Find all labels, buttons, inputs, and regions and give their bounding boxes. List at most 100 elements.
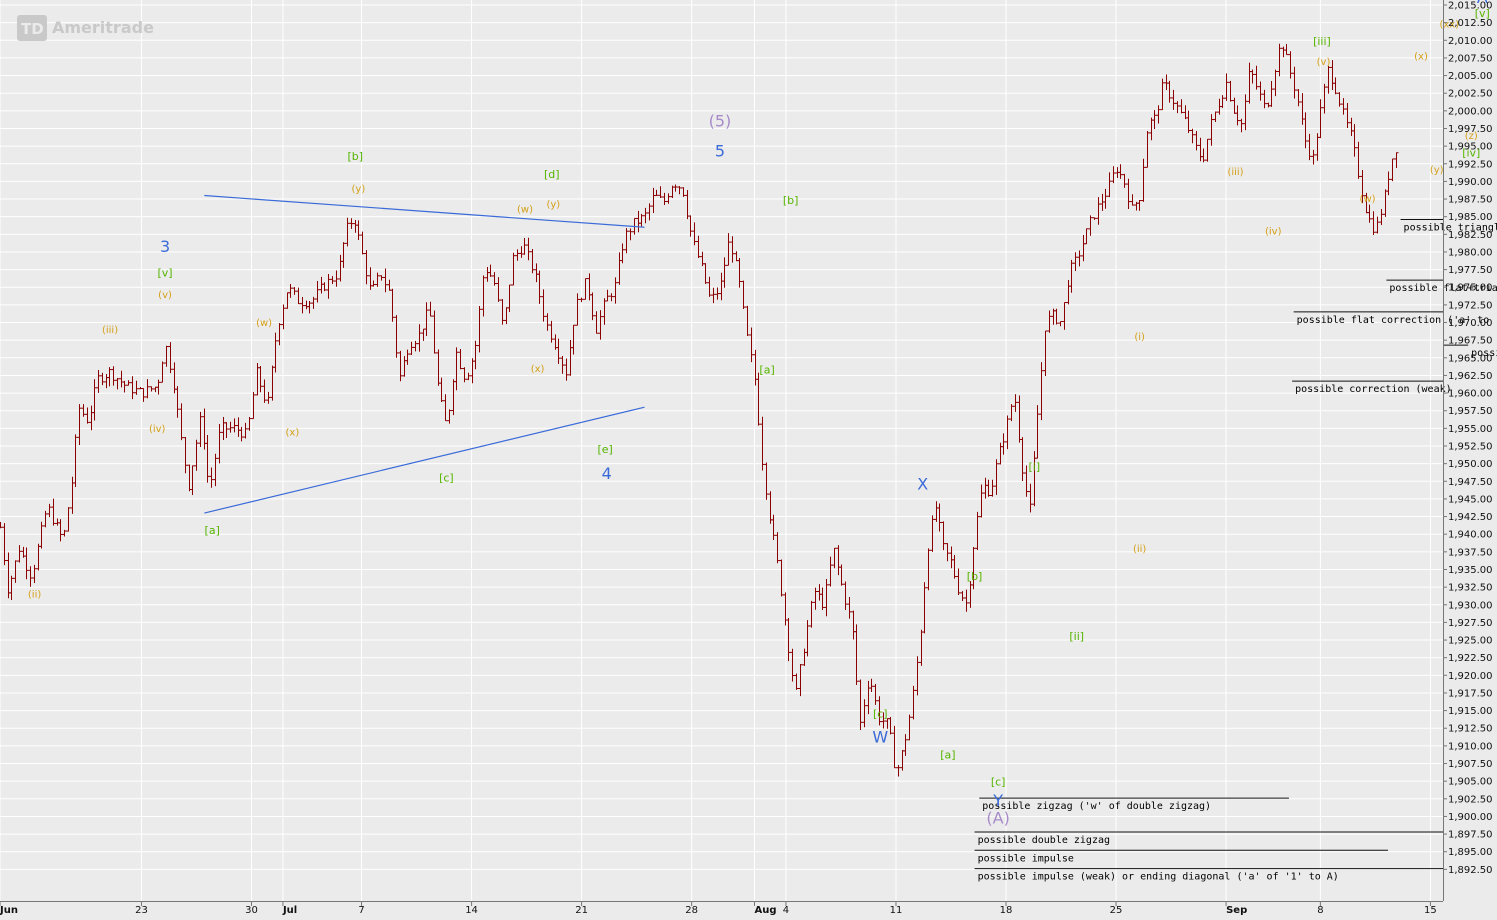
td-logo-text: TD [21,20,44,38]
y-tick-label: 1,992.50 [1448,159,1493,170]
y-tick-label: 1,907.50 [1448,759,1493,770]
y-tick-label: 1,947.50 [1448,477,1493,488]
wave-label: [c] [991,775,1006,788]
scenario-label: possible impulse [978,853,1074,864]
y-tick-label: 1,902.50 [1448,794,1493,805]
y-tick-label: 1,895.00 [1448,847,1493,858]
y-tick-label: 1,950.00 [1448,459,1493,470]
y-tick-label: 1,920.00 [1448,671,1493,682]
y-tick-label: 1,927.50 [1448,618,1493,629]
wave-label: [c] [439,471,454,484]
y-tick-label: 1,967.50 [1448,336,1493,347]
x-tick-label: Jul [282,905,297,916]
wave-label: [v] [1475,7,1490,20]
y-tick-label: 1,905.00 [1448,777,1493,788]
y-tick-label: 1,980.00 [1448,247,1493,258]
wave-label: (y) [1430,165,1444,176]
wave-label: [iii] [1313,35,1331,48]
y-tick-label: 1,962.50 [1448,371,1493,382]
y-tick-label: 2,000.00 [1448,106,1493,117]
wave-label: [c] [873,708,888,721]
x-tick-label: 4 [783,905,789,916]
brand-name: Ameritrade [52,18,154,37]
x-tick-label: 8 [1317,905,1323,916]
wave-label: (x) [286,427,300,438]
wave-label: [b] [967,570,983,583]
scenario-lines: possible zigzag ('w' of double zigzag) po… [974,219,1497,883]
y-tick-label: 1,915.00 [1448,706,1493,717]
wave-label: [i] [1028,461,1040,474]
wave-label: (w) [1360,194,1376,205]
y-tick-label: 1,910.00 [1448,741,1493,752]
wave-label: (iii) [1227,167,1243,178]
wave-label: (A) [986,808,1009,827]
y-tick-label: 2,012.50 [1448,18,1493,29]
wave-labels: (ii) (iii) (iv) (v) [v] 3 [a] (w) (x) (y) [b] [c] (x… [28,0,1490,827]
triangle-trendline [204,194,645,228]
wave-label: [a] [940,749,955,762]
wave-label: (z) [1465,131,1478,142]
chart-grid [0,0,1443,901]
wave-label: (iii) [102,325,118,336]
y-tick-label: 2,015.00 [1448,1,1493,12]
y-tick-label: 1,982.50 [1448,230,1493,241]
y-tick-label: 1,917.50 [1448,688,1493,699]
wave-label: (w) [517,204,533,215]
wave-label: [a] [759,363,774,376]
x-tick-label: Jun [0,905,18,916]
wave-label: [a] [205,524,220,537]
x-tick-label: 21 [575,905,588,916]
y-tick-label: 1,952.50 [1448,442,1493,453]
x-tick-label: 11 [890,905,903,916]
wave-label: [v] [158,267,173,280]
scenario-label: possible flat correction ('a' to (y), 'b… [1297,315,1497,326]
y-tick-label: 1,932.50 [1448,583,1493,594]
y-tick-label: 1,922.50 [1448,653,1493,664]
wave-label: (i) [1134,332,1145,343]
y-tick-label: 2,005.00 [1448,71,1493,82]
wave-label: [e] [598,443,613,456]
y-tick-label: 1,925.00 [1448,636,1493,647]
wave-label: [d] [544,168,560,181]
wave-label: (v) [158,290,172,301]
y-tick-label: 2,002.50 [1448,89,1493,100]
y-tick-label: 1,937.50 [1448,547,1493,558]
x-tick-label: 28 [685,905,698,916]
wave-label: (w) [256,318,272,329]
x-tick-label: 15 [1424,905,1437,916]
y-tick-label: 1,892.50 [1448,865,1493,876]
scenario-label: possible triangle [1404,223,1497,234]
y-tick-label: 2,007.50 [1448,53,1493,64]
wave-label: A [1477,0,1488,7]
y-tick-label: 1,985.00 [1448,212,1493,223]
wave-label: (ii) [1133,544,1146,555]
wave-label: X [917,475,928,494]
trendlines [204,194,645,514]
wave-label: 4 [602,464,612,483]
wave-label: (ii) [28,590,41,601]
y-tick-label: 1,972.50 [1448,300,1493,311]
y-tick-label: 1,970.00 [1448,318,1493,329]
y-tick-label: 1,965.00 [1448,353,1493,364]
scenario-label: possible correction (weak) [1295,384,1452,395]
scenario-label: possible double zigzag or other correcti… [1471,348,1497,359]
wave-label: 5 [715,142,725,161]
wave-label: (x) [1414,51,1428,62]
wave-label: [ii] [1069,630,1084,643]
x-tick-label: 14 [465,905,478,916]
price-axis: 2,015.00 2,012.50 2,010.00 2,007.50 2,005.00… [1443,0,1493,901]
wave-label: (5) [709,111,732,130]
ohlc-bars [0,43,1399,777]
wave-label: [b] [347,150,363,163]
y-tick-label: 1,940.00 [1448,530,1493,541]
y-tick-label: 1,945.00 [1448,494,1493,505]
wave-label: (iv) [1265,226,1282,237]
y-tick-label: 1,987.50 [1448,195,1493,206]
wave-label: Y [992,791,1003,810]
y-tick-label: 1,955.00 [1448,424,1493,435]
y-tick-label: 1,912.50 [1448,724,1493,735]
wave-label: 3 [160,237,170,256]
x-tick-label: 7 [358,905,364,916]
scenario-label: possible impulse (weak) or ending diagon… [978,872,1339,883]
